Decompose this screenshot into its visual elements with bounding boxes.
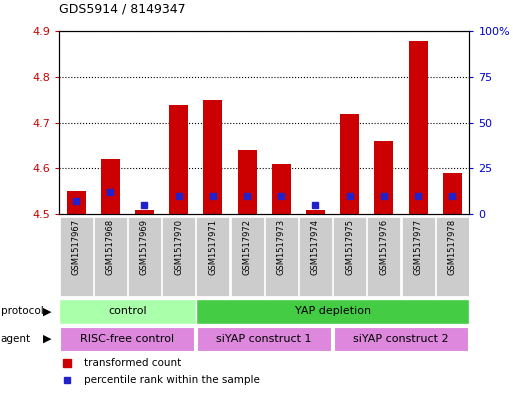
- FancyBboxPatch shape: [196, 299, 469, 324]
- Text: siYAP construct 2: siYAP construct 2: [353, 334, 449, 344]
- Bar: [238, 150, 256, 214]
- Text: YAP depletion: YAP depletion: [294, 307, 371, 316]
- FancyBboxPatch shape: [367, 217, 400, 296]
- FancyBboxPatch shape: [61, 327, 194, 351]
- Bar: [340, 114, 359, 214]
- Text: GSM1517974: GSM1517974: [311, 219, 320, 275]
- FancyBboxPatch shape: [402, 217, 435, 296]
- Bar: [272, 164, 291, 214]
- Text: GSM1517968: GSM1517968: [106, 219, 115, 275]
- FancyBboxPatch shape: [334, 327, 468, 351]
- Text: GSM1517977: GSM1517977: [413, 219, 423, 275]
- FancyBboxPatch shape: [265, 217, 298, 296]
- Text: GSM1517971: GSM1517971: [208, 219, 218, 275]
- FancyBboxPatch shape: [60, 217, 92, 296]
- Text: GSM1517976: GSM1517976: [380, 219, 388, 275]
- Bar: [306, 209, 325, 214]
- Text: agent: agent: [1, 334, 31, 344]
- FancyBboxPatch shape: [162, 217, 195, 296]
- Bar: [374, 141, 393, 214]
- FancyBboxPatch shape: [231, 217, 264, 296]
- Bar: [443, 173, 462, 214]
- Text: GSM1517972: GSM1517972: [243, 219, 251, 275]
- Text: ▶: ▶: [43, 334, 51, 344]
- Bar: [101, 159, 120, 214]
- FancyBboxPatch shape: [59, 299, 196, 324]
- FancyBboxPatch shape: [94, 217, 127, 296]
- FancyBboxPatch shape: [128, 217, 161, 296]
- FancyBboxPatch shape: [436, 217, 469, 296]
- FancyBboxPatch shape: [197, 327, 331, 351]
- Text: GDS5914 / 8149347: GDS5914 / 8149347: [59, 3, 186, 16]
- Text: GSM1517975: GSM1517975: [345, 219, 354, 275]
- Bar: [169, 105, 188, 214]
- Bar: [204, 100, 222, 214]
- Text: protocol: protocol: [1, 307, 43, 316]
- FancyBboxPatch shape: [333, 217, 366, 296]
- Text: GSM1517978: GSM1517978: [448, 219, 457, 275]
- Bar: [135, 209, 154, 214]
- Text: siYAP construct 1: siYAP construct 1: [216, 334, 312, 344]
- Text: ▶: ▶: [43, 307, 51, 316]
- Text: control: control: [108, 307, 147, 316]
- Bar: [409, 40, 427, 214]
- Text: GSM1517973: GSM1517973: [277, 219, 286, 275]
- Text: percentile rank within the sample: percentile rank within the sample: [84, 375, 260, 385]
- FancyBboxPatch shape: [299, 217, 332, 296]
- FancyBboxPatch shape: [196, 217, 229, 296]
- Text: GSM1517970: GSM1517970: [174, 219, 183, 275]
- Text: GSM1517969: GSM1517969: [140, 219, 149, 275]
- Text: transformed count: transformed count: [84, 358, 181, 367]
- Text: GSM1517967: GSM1517967: [72, 219, 81, 275]
- Bar: [67, 191, 86, 214]
- Text: RISC-free control: RISC-free control: [81, 334, 174, 344]
